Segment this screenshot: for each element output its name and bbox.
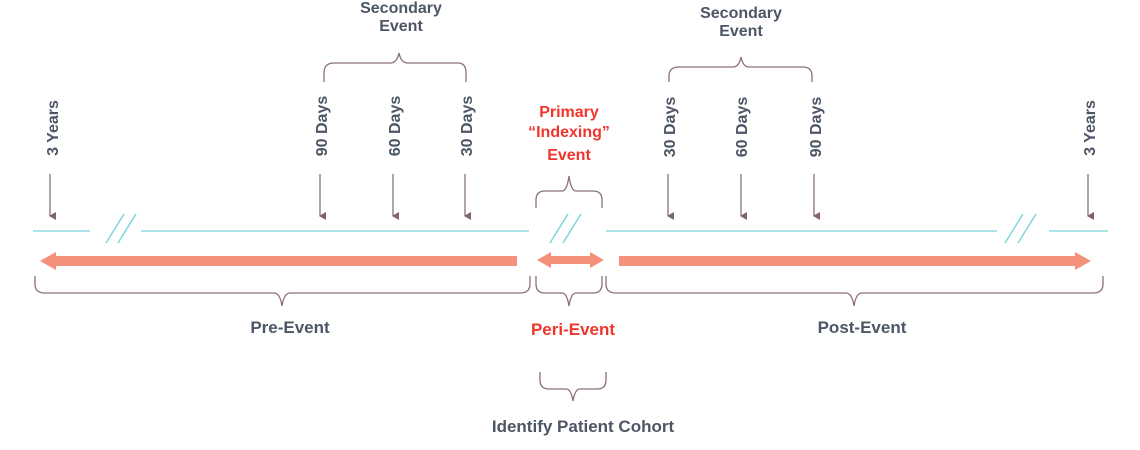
secondary-event-right-brace — [668, 56, 813, 82]
tick-label-right-3-years: 3 Years — [1082, 100, 1099, 156]
peri-event-arrow — [537, 252, 604, 268]
timeline-break-right — [1004, 213, 1037, 244]
secondary-event-left-line1: Secondary — [360, 0, 442, 17]
tick-label-left-30-days: 30 Days — [459, 96, 476, 157]
primary-event-brace — [535, 175, 603, 208]
secondary-event-left-brace — [323, 52, 467, 82]
timeline-break-left — [105, 213, 137, 244]
post-event-label: Post-Event — [818, 318, 907, 337]
secondary-event-right-line2: Event — [719, 23, 763, 40]
tick-label-right-90-days: 90 Days — [808, 97, 825, 158]
secondary-event-left-line2: Event — [379, 18, 423, 35]
peri-event-label: Peri-Event — [531, 320, 615, 339]
primary-event-line2: “Indexing” — [528, 124, 610, 141]
post-event-arrow — [619, 252, 1091, 270]
tick-label-left-60-days: 60 Days — [387, 96, 404, 157]
primary-event-line3: Event — [547, 147, 591, 164]
post-event-brace — [605, 276, 1104, 307]
tick-label-left-3-years: 3 Years — [45, 100, 62, 156]
secondary-event-right-line1: Secondary — [700, 5, 782, 22]
tick-label-left-90-days: 90 Days — [314, 96, 331, 157]
timeline-break-center — [549, 213, 582, 244]
primary-event-line1: Primary — [539, 104, 599, 121]
cohort-brace — [539, 372, 607, 402]
tick-label-right-30-days: 30 Days — [662, 97, 679, 158]
identify-patient-cohort-label: Identify Patient Cohort — [492, 417, 675, 436]
tick-label-right-60-days: 60 Days — [734, 97, 751, 158]
pre-event-arrow — [40, 252, 517, 270]
peri-event-brace — [535, 276, 603, 307]
pre-event-brace — [34, 276, 531, 307]
pre-event-label: Pre-Event — [250, 318, 330, 337]
